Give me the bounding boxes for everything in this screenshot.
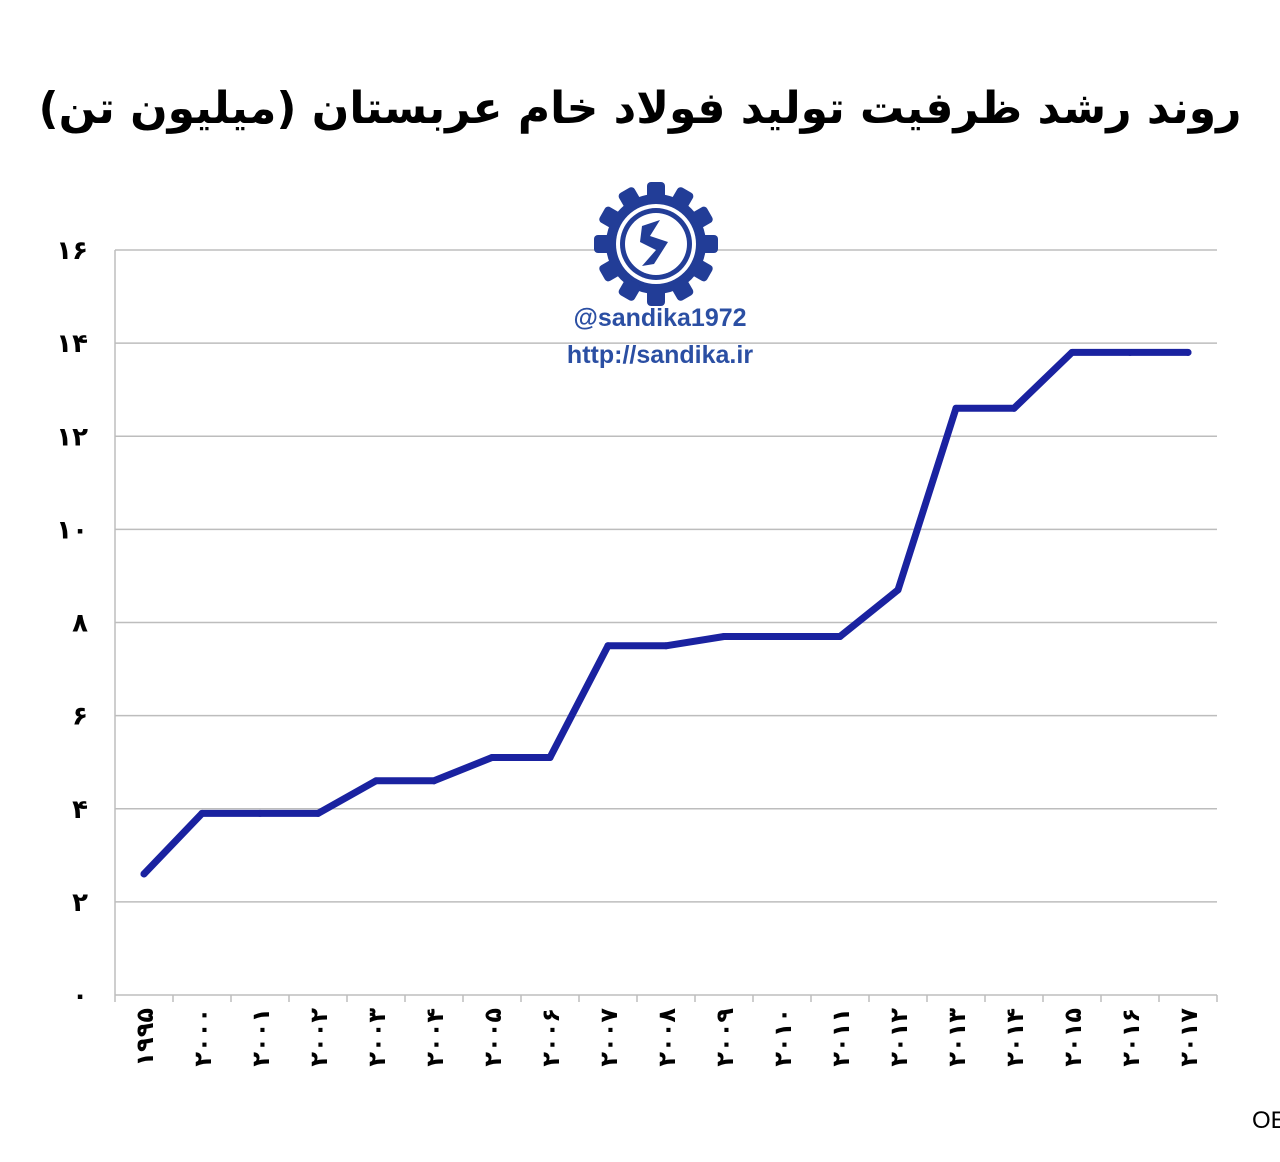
x-tick-label: ۲۰۱۶ xyxy=(1117,1008,1145,1067)
x-tick-label: ۲۰۰۶ xyxy=(537,1008,565,1067)
x-tick-label: ۲۰۱۳ xyxy=(943,1008,971,1067)
data-point xyxy=(894,586,902,594)
series-line xyxy=(140,348,1192,878)
data-point xyxy=(546,754,554,762)
x-tick-label: ۲۰۱۴ xyxy=(1001,1008,1029,1067)
x-tick-label: ۲۰۰۳ xyxy=(363,1008,391,1067)
data-point xyxy=(778,632,786,640)
data-point xyxy=(1126,348,1134,356)
y-tick-label: ۴ xyxy=(72,795,88,825)
x-tick-label: ۲۰۰۴ xyxy=(421,1008,449,1067)
x-tick-label: ۲۰۱۰ xyxy=(769,1008,797,1067)
x-tick-label: ۲۰۰۷ xyxy=(595,1008,623,1067)
axes xyxy=(114,250,1218,1002)
data-point xyxy=(140,870,148,878)
series-layer xyxy=(140,348,1192,878)
data-point xyxy=(430,777,438,785)
data-point xyxy=(1184,348,1192,356)
data-point xyxy=(372,777,380,785)
data-point xyxy=(314,809,322,817)
data-point xyxy=(1068,348,1076,356)
y-tick-label: ۲ xyxy=(72,888,88,918)
y-tick-label: ۶ xyxy=(72,702,88,732)
y-tick-label: ۱۲ xyxy=(56,422,88,452)
chart-title: روند رشد ظرفیت تولید فولاد خام عربستان (… xyxy=(39,83,1242,134)
data-point xyxy=(604,642,612,650)
grid-lines xyxy=(115,249,1217,903)
y-tick-label: ۱۰ xyxy=(56,515,88,545)
x-tick-label: ۲۰۰۰ xyxy=(189,1008,217,1067)
x-tick-label: ۲۰۱۷ xyxy=(1175,1008,1203,1067)
y-tick-label: ۰ xyxy=(72,981,88,1011)
x-tick-label: ۲۰۰۵ xyxy=(479,1008,507,1067)
x-tick-label: ۲۰۰۹ xyxy=(711,1008,739,1067)
x-tick-label: ۲۰۱۵ xyxy=(1059,1008,1087,1067)
data-point xyxy=(836,632,844,640)
data-point xyxy=(662,642,670,650)
x-tick-label: ۲۰۰۲ xyxy=(305,1008,333,1067)
data-point xyxy=(1010,404,1018,412)
x-tick-label: ۲۰۱۱ xyxy=(827,1008,855,1067)
source-note: منبع: OECD xyxy=(1252,1107,1280,1134)
data-point xyxy=(720,632,728,640)
x-tick-label: ۲۰۱۲ xyxy=(885,1008,913,1067)
data-point xyxy=(198,809,206,817)
data-point xyxy=(256,809,264,817)
sandika-gear-logo-icon xyxy=(594,182,718,306)
x-tick-label: ۲۰۰۱ xyxy=(247,1008,275,1067)
data-point xyxy=(952,404,960,412)
y-axis-tick-labels: ۰ ۲ ۴ ۶ ۸ ۱۰ ۱۲ ۱۴ ۱۶ xyxy=(56,236,88,1011)
x-tick-label: ۱۹۹۵ xyxy=(131,1008,159,1067)
x-tick-label: ۲۰۰۸ xyxy=(653,1008,681,1067)
data-point xyxy=(488,754,496,762)
y-tick-label: ۸ xyxy=(72,609,88,639)
x-axis-tick-labels: ۱۹۹۵ ۲۰۰۰ ۲۰۰۱ ۲۰۰۲ ۲۰۰۳ ۲۰۰۴ ۲۰۰۵ ۲۰۰۶ ۲۰۰۷ ۲۰۰۸… xyxy=(131,1008,1203,1067)
watermark-handle: @sandika1972 xyxy=(573,304,746,332)
y-tick-label: ۱۶ xyxy=(56,236,88,266)
y-tick-label: ۱۴ xyxy=(56,329,88,359)
watermark-url[interactable]: http://sandika.ir xyxy=(567,341,753,369)
